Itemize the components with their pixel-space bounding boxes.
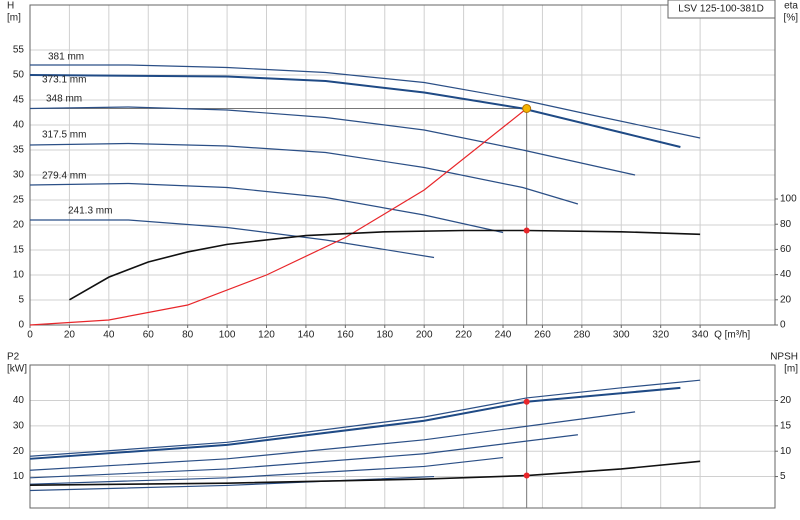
x-tick-label: 200 [416, 330, 433, 341]
operating-point [522, 104, 532, 113]
y2-tick-label: 5 [780, 471, 786, 482]
curve-label: 373.1 mm [42, 75, 86, 86]
y-tick-label: 45 [13, 95, 25, 106]
y-tick-label: 30 [13, 420, 25, 431]
y2-tick-label: 60 [780, 244, 792, 255]
y-axis-unit: [kW] [7, 364, 27, 375]
y2-tick-label: 40 [780, 269, 792, 280]
y-tick-label: 35 [13, 145, 25, 156]
y-tick-label: 50 [13, 70, 25, 81]
x-tick-label: 120 [258, 330, 275, 341]
x-tick-label: 260 [534, 330, 551, 341]
y2-axis-unit: [m] [784, 364, 798, 375]
x-tick-label: 240 [495, 330, 512, 341]
y-tick-label: 40 [13, 120, 25, 131]
y2-tick-label: 80 [780, 219, 792, 230]
x-tick-label: 40 [103, 330, 115, 341]
operating-point [523, 227, 530, 234]
plot-frame [29, 364, 776, 509]
y-axis-label: P2 [7, 352, 20, 363]
x-tick-label: 140 [298, 330, 315, 341]
curve-label: 279.4 mm [42, 171, 86, 182]
y2-axis-label: NPSH [770, 352, 798, 363]
y-axis-unit: [m] [7, 13, 21, 24]
x-tick-label: 160 [337, 330, 354, 341]
x-tick-label: 320 [652, 330, 669, 341]
curve [29, 142, 579, 205]
curve-label: 317.5 mm [42, 130, 86, 141]
x-tick-label: 180 [376, 330, 393, 341]
y-tick-label: 20 [13, 446, 25, 457]
y-tick-label: 25 [13, 195, 25, 206]
x-tick-label: 100 [219, 330, 236, 341]
curve [29, 460, 701, 486]
curve [29, 386, 681, 460]
y-tick-label: 20 [13, 220, 25, 231]
curve [29, 379, 701, 457]
y2-tick-label: 20 [780, 294, 792, 305]
x-tick-label: 220 [455, 330, 472, 341]
x-axis-label: Q [m³/h] [714, 330, 750, 341]
y-tick-label: 55 [13, 45, 25, 56]
x-tick-label: 20 [64, 330, 76, 341]
y-tick-label: 10 [13, 471, 25, 482]
y2-tick-label: 15 [780, 420, 792, 431]
operating-point [523, 472, 530, 479]
curve [29, 411, 636, 471]
y2-tick-label: 0 [780, 320, 786, 331]
curve-label: 348 mm [46, 94, 82, 105]
curve [29, 182, 504, 234]
y2-tick-label: 20 [780, 395, 792, 406]
y-tick-label: 5 [18, 295, 24, 306]
curve [29, 106, 636, 176]
x-tick-label: 80 [182, 330, 194, 341]
plot-frame [29, 4, 776, 326]
x-tick-label: 60 [143, 330, 155, 341]
x-tick-label: 300 [613, 330, 630, 341]
chart-title: LSV 125-100-381D [678, 4, 764, 15]
y2-axis-label: eta [784, 1, 798, 12]
curve [29, 456, 504, 485]
y2-tick-label: 10 [780, 446, 792, 457]
x-tick-label: 0 [27, 330, 33, 341]
curve-label: 241.3 mm [68, 206, 112, 217]
operating-point [523, 398, 530, 405]
curve-label: 381 mm [48, 52, 84, 63]
y2-tick-label: 100 [780, 194, 797, 205]
y-tick-label: 0 [18, 320, 24, 331]
title-box [667, 0, 776, 19]
y-tick-label: 40 [13, 395, 25, 406]
curve [69, 229, 701, 301]
curve [29, 108, 528, 326]
y-axis-label: H [7, 1, 14, 12]
y-tick-label: 10 [13, 270, 25, 281]
y-tick-label: 30 [13, 170, 25, 181]
curve [29, 434, 578, 479]
curve [29, 74, 681, 148]
curve [30, 64, 701, 139]
y-tick-label: 15 [13, 245, 25, 256]
curve [30, 219, 435, 259]
x-tick-label: 340 [692, 330, 709, 341]
x-tick-label: 280 [574, 330, 591, 341]
y2-axis-unit: [%] [784, 13, 799, 24]
